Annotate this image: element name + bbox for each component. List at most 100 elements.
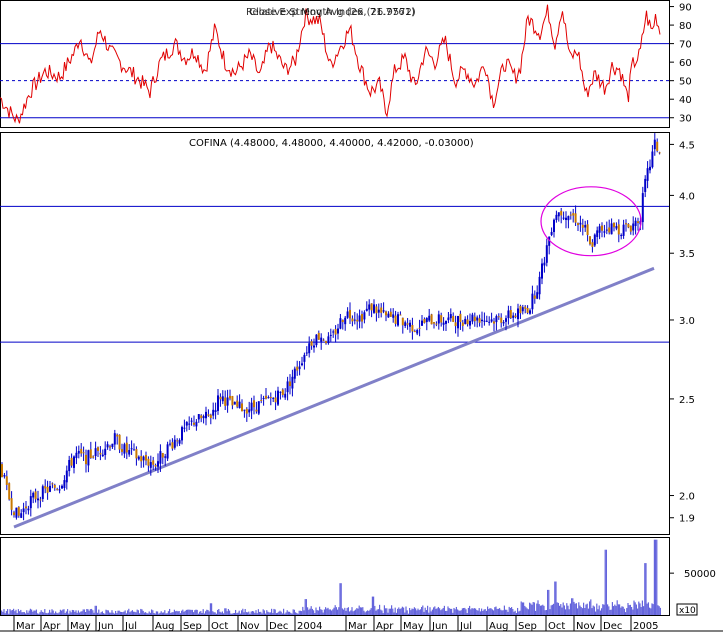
volume-bar <box>362 607 364 615</box>
volume-bar <box>237 612 239 615</box>
volume-bar <box>321 609 323 615</box>
price-tick-label: 2.5 <box>679 395 695 406</box>
volume-bar <box>295 612 297 615</box>
volume-bar <box>131 610 133 615</box>
volume-bar <box>566 603 568 615</box>
volume-bar <box>563 605 565 615</box>
candle-body <box>142 456 145 461</box>
volume-bar <box>363 610 365 615</box>
volume-bar <box>251 611 253 615</box>
volume-bar <box>309 608 311 615</box>
volume-bar <box>179 613 181 615</box>
volume-bar <box>214 612 216 615</box>
volume-bar <box>568 609 570 615</box>
candle-body <box>329 334 332 336</box>
volume-bar <box>622 606 624 615</box>
volume-bar <box>201 612 203 615</box>
volume-bar <box>433 607 435 615</box>
rsi-tick-label: 60 <box>679 58 692 69</box>
volume-bar <box>529 602 531 615</box>
candle-body <box>353 319 356 321</box>
candle-body <box>320 337 323 342</box>
candle-body <box>341 319 344 323</box>
candle-body <box>37 498 39 501</box>
candle-body <box>608 227 611 233</box>
volume-bar <box>195 609 197 615</box>
volume-bar <box>447 606 449 615</box>
candle-body <box>449 314 452 319</box>
volume-bar <box>403 607 405 615</box>
volume-bar <box>194 610 196 615</box>
volume-bar <box>122 612 124 615</box>
candle-body <box>641 193 644 223</box>
volume-bar <box>153 612 155 615</box>
candle-body <box>349 309 351 319</box>
candle-body <box>541 263 543 279</box>
volume-tick-label: 50000 <box>684 569 716 580</box>
candle-body <box>130 448 133 450</box>
volume-bar <box>38 613 40 615</box>
volume-bar <box>161 612 163 615</box>
volume-bar <box>655 539 657 615</box>
volume-bar <box>569 603 571 615</box>
volume-bar <box>472 608 474 615</box>
volume-bar <box>82 609 84 615</box>
volume-bar <box>412 608 414 615</box>
volume-bar <box>392 608 394 615</box>
candle-body <box>128 450 131 455</box>
volume-bar <box>380 609 382 615</box>
volume-bar <box>172 612 174 615</box>
volume-bar <box>379 604 381 615</box>
candle-body <box>310 341 313 346</box>
candle-body <box>253 400 255 408</box>
volume-bar <box>515 612 517 615</box>
candle-body <box>368 304 371 310</box>
volume-bar <box>416 610 418 615</box>
x-axis: Mar Apr May Jun Jul Aug Sep Oct Nov Dec 2004 Mar Apr… <box>13 616 658 632</box>
volume-bar <box>479 611 481 615</box>
volume-bar <box>353 610 355 615</box>
volume-bar <box>376 609 378 615</box>
volume-bar <box>535 610 537 615</box>
price-tick-label: 2.0 <box>679 492 695 503</box>
volume-bar <box>182 609 184 615</box>
volume-bar <box>16 613 18 615</box>
volume-bar <box>241 610 243 615</box>
volume-bar <box>397 608 399 615</box>
volume-bar <box>359 607 361 615</box>
candle-body <box>221 396 224 402</box>
volume-bar <box>261 613 263 615</box>
volume-bar <box>547 589 549 615</box>
x-tick-label: Apr <box>43 621 61 632</box>
volume-bar <box>17 609 19 615</box>
volume-bar <box>531 604 533 615</box>
volume-bar <box>435 608 437 615</box>
volume-bar <box>626 608 628 615</box>
volume-bar <box>533 602 535 615</box>
volume-bar <box>159 612 161 615</box>
candle-body <box>80 448 83 454</box>
volume-bar <box>46 613 48 615</box>
volume-bar <box>322 612 324 615</box>
volume-bar <box>577 608 579 615</box>
volume-bar <box>541 605 543 615</box>
volume-bar <box>290 612 292 615</box>
price-tick-label: 1.9 <box>679 514 695 525</box>
candle-body <box>315 334 318 346</box>
volume-bar <box>14 611 16 615</box>
volume-bar <box>193 612 195 615</box>
candle-body <box>58 489 61 491</box>
volume-bar <box>3 609 5 615</box>
candle-body <box>502 322 505 324</box>
volume-bar <box>401 606 403 615</box>
volume-bar <box>487 606 489 615</box>
volume-bar <box>344 607 346 615</box>
candle-body <box>437 314 440 324</box>
volume-unit-label: x10 <box>679 606 696 616</box>
candle-body <box>471 314 474 322</box>
volume-bar <box>551 604 553 615</box>
candle-body <box>308 343 311 354</box>
volume-bar <box>273 608 275 615</box>
candle-body <box>572 213 575 216</box>
volume-bar <box>386 608 388 615</box>
